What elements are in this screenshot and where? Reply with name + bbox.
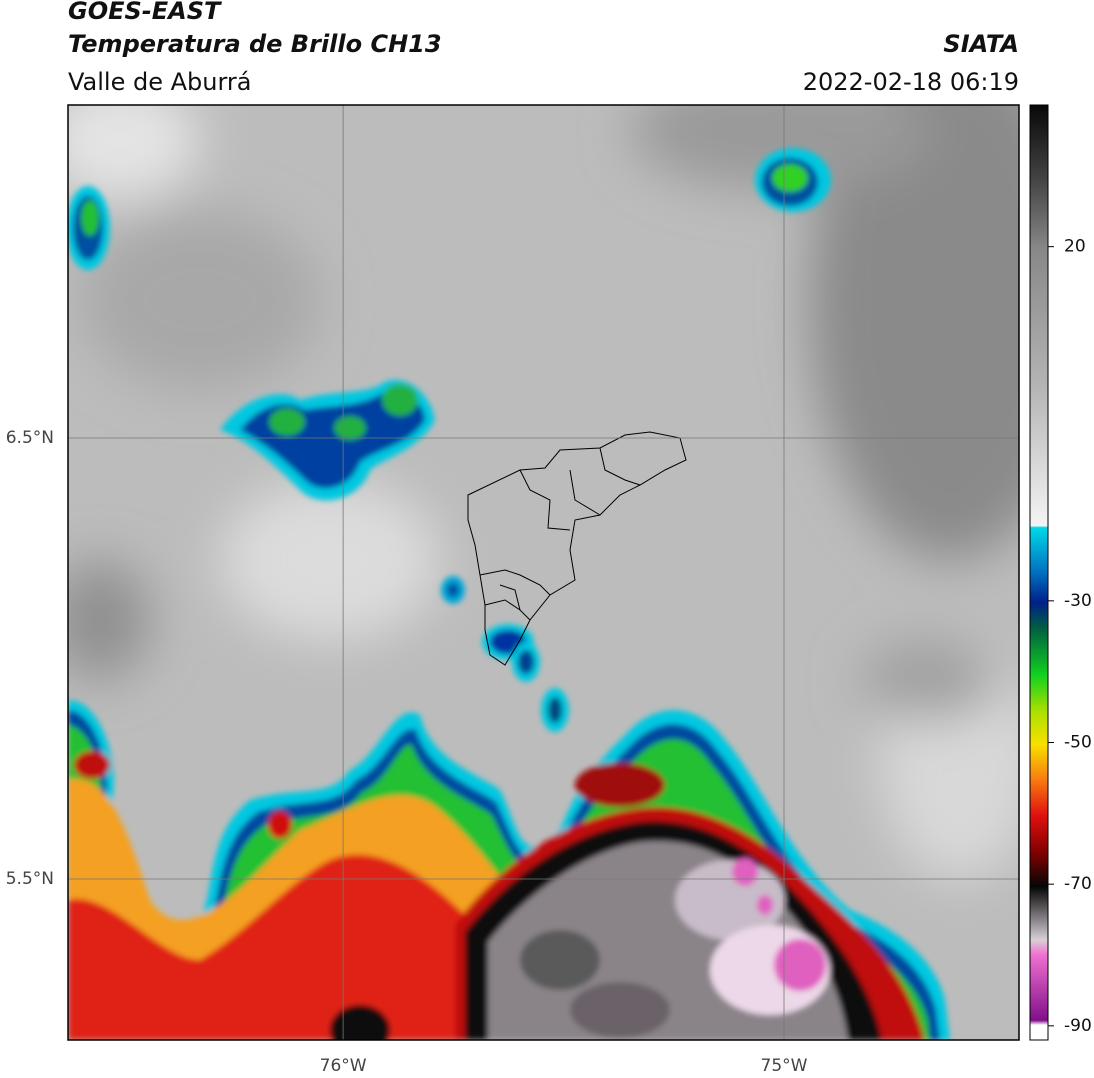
x-tick-label: 75°W — [761, 1056, 808, 1076]
map-frame — [67, 104, 1020, 1041]
colorbar-label: -50 — [1064, 733, 1092, 753]
y-tick-label: 5.5°N — [6, 869, 54, 889]
colorbar-label: -70 — [1064, 874, 1092, 894]
colorbar — [1029, 104, 1049, 1041]
datetime: 2022-02-18 06:19 — [803, 68, 1019, 96]
region: Valle de Aburrá — [68, 68, 252, 96]
title: GOES-EAST — [68, 0, 222, 25]
subtitle: Temperatura de Brillo CH13 — [68, 30, 442, 58]
cloud-tops — [68, 148, 950, 1040]
source: SIATA — [943, 30, 1019, 58]
colorbar-label: -30 — [1064, 591, 1092, 611]
cloud-texture — [68, 105, 1019, 880]
municipal-boundaries — [467, 431, 687, 666]
x-tick-label: 76°W — [320, 1056, 367, 1076]
colorbar-label: -90 — [1064, 1016, 1092, 1036]
y-tick-label: 6.5°N — [6, 428, 54, 448]
map — [68, 105, 1019, 1040]
colorbar-label: 20 — [1064, 237, 1086, 257]
